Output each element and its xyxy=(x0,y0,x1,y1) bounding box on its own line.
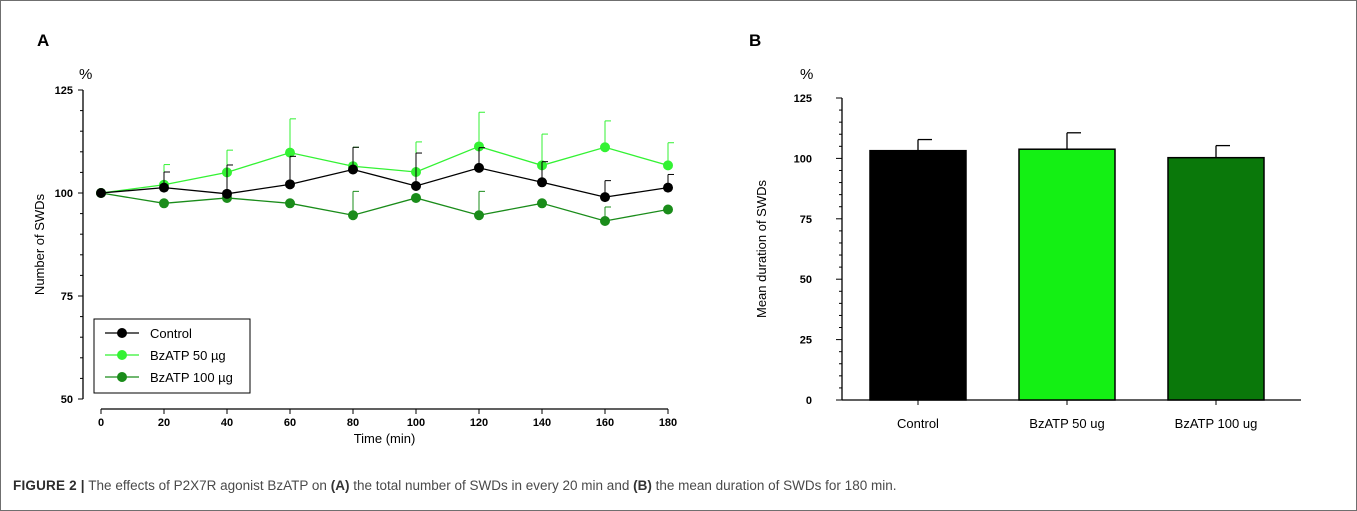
data-point xyxy=(663,204,673,215)
panel-b-label: B xyxy=(749,31,761,50)
data-point xyxy=(285,198,295,209)
data-point xyxy=(96,188,106,198)
data-point xyxy=(411,192,421,203)
caption-ref-b: (B) xyxy=(633,478,652,493)
series-2 xyxy=(96,188,673,227)
x-tick-label: 100 xyxy=(407,417,425,429)
data-point xyxy=(285,179,295,190)
legend-label: BzATP 50 µg xyxy=(150,348,226,363)
y-tick-label: 50 xyxy=(61,394,73,406)
x-tick-label: 0 xyxy=(98,417,104,429)
caption-text-3: the mean duration of SWDs for 180 min. xyxy=(651,478,897,493)
x-tick-label: 20 xyxy=(158,417,170,429)
legend: Control BzATP 50 µg BzATP 100 µg xyxy=(93,318,251,394)
y-tick-label: 75 xyxy=(800,214,812,226)
x-axis-label: Time (min) xyxy=(354,431,416,446)
y-tick-label: 100 xyxy=(794,153,812,165)
data-point xyxy=(474,210,484,221)
x-tick-label: BzATP 100 ug xyxy=(1175,416,1258,431)
data-point xyxy=(537,198,547,209)
data-point xyxy=(474,141,484,152)
caption-ref-a: (A) xyxy=(330,478,350,493)
x-tick-label: 80 xyxy=(347,417,359,429)
panel-a: A% 50 75 100 125 0 20 40 60 80 100 120 140 160 180 Time… xyxy=(32,31,677,446)
figure-caption: FIGURE 2 | The effects of P2X7R agonist … xyxy=(13,478,1343,493)
x-tick-label: 180 xyxy=(659,417,677,429)
data-point xyxy=(159,198,169,209)
series-line xyxy=(100,192,669,222)
data-point xyxy=(348,210,358,221)
caption-text-2: the total number of SWDs in every 20 min… xyxy=(349,478,634,493)
series-line xyxy=(100,167,669,198)
caption-text-1: The effects of P2X7R agonist BzATP on xyxy=(84,478,331,493)
data-point xyxy=(600,216,610,227)
data-point xyxy=(285,147,295,158)
data-point xyxy=(663,182,673,193)
bar xyxy=(869,149,967,401)
x-tick-label: 60 xyxy=(284,417,296,429)
x-tick-label: 140 xyxy=(533,417,551,429)
y-tick-label: 75 xyxy=(61,291,73,303)
y-tick-label: 25 xyxy=(800,335,812,347)
data-point xyxy=(411,180,421,191)
x-tick-label: Control xyxy=(897,416,939,431)
y-tick-label: 50 xyxy=(800,274,812,286)
panel-a-unit-label: % xyxy=(79,66,92,83)
data-point xyxy=(663,160,673,171)
x-tick-label: 120 xyxy=(470,417,488,429)
legend-label: Control xyxy=(150,326,192,341)
x-tick-label: 40 xyxy=(221,417,233,429)
bar xyxy=(1167,156,1265,401)
series-1 xyxy=(96,111,674,198)
data-point xyxy=(537,177,547,188)
data-point xyxy=(600,142,610,153)
data-point xyxy=(600,192,610,203)
legend-marker xyxy=(117,350,127,360)
y-tick-label: 0 xyxy=(806,395,812,407)
data-point xyxy=(159,182,169,193)
panel-b: B% 0 25 50 75 100 125 Mean duration of SWDs Cont… xyxy=(749,31,1301,431)
bar xyxy=(1018,148,1116,401)
y-tick-label: 125 xyxy=(794,93,812,105)
x-tick-label: 160 xyxy=(596,417,614,429)
data-point xyxy=(474,162,484,173)
y-axis-label: Number of SWDs xyxy=(32,193,47,295)
legend-marker xyxy=(117,328,127,338)
legend-label: BzATP 100 µg xyxy=(150,370,233,385)
data-point xyxy=(348,164,358,175)
y-tick-label: 125 xyxy=(55,85,73,97)
x-tick-label: BzATP 50 ug xyxy=(1029,416,1104,431)
y-axis-label: Mean duration of SWDs xyxy=(754,180,769,319)
panel-b-unit-label: % xyxy=(800,66,813,83)
series-line xyxy=(100,145,669,194)
figure-label: FIGURE 2 | xyxy=(13,478,85,493)
legend-marker xyxy=(117,372,127,382)
data-point xyxy=(222,188,232,199)
series-0 xyxy=(96,146,674,203)
figure-canvas: A% 50 75 100 125 0 20 40 60 80 100 120 140 160 180 Time… xyxy=(32,31,1301,446)
panel-a-label: A xyxy=(37,31,49,50)
y-tick-label: 100 xyxy=(55,188,73,200)
